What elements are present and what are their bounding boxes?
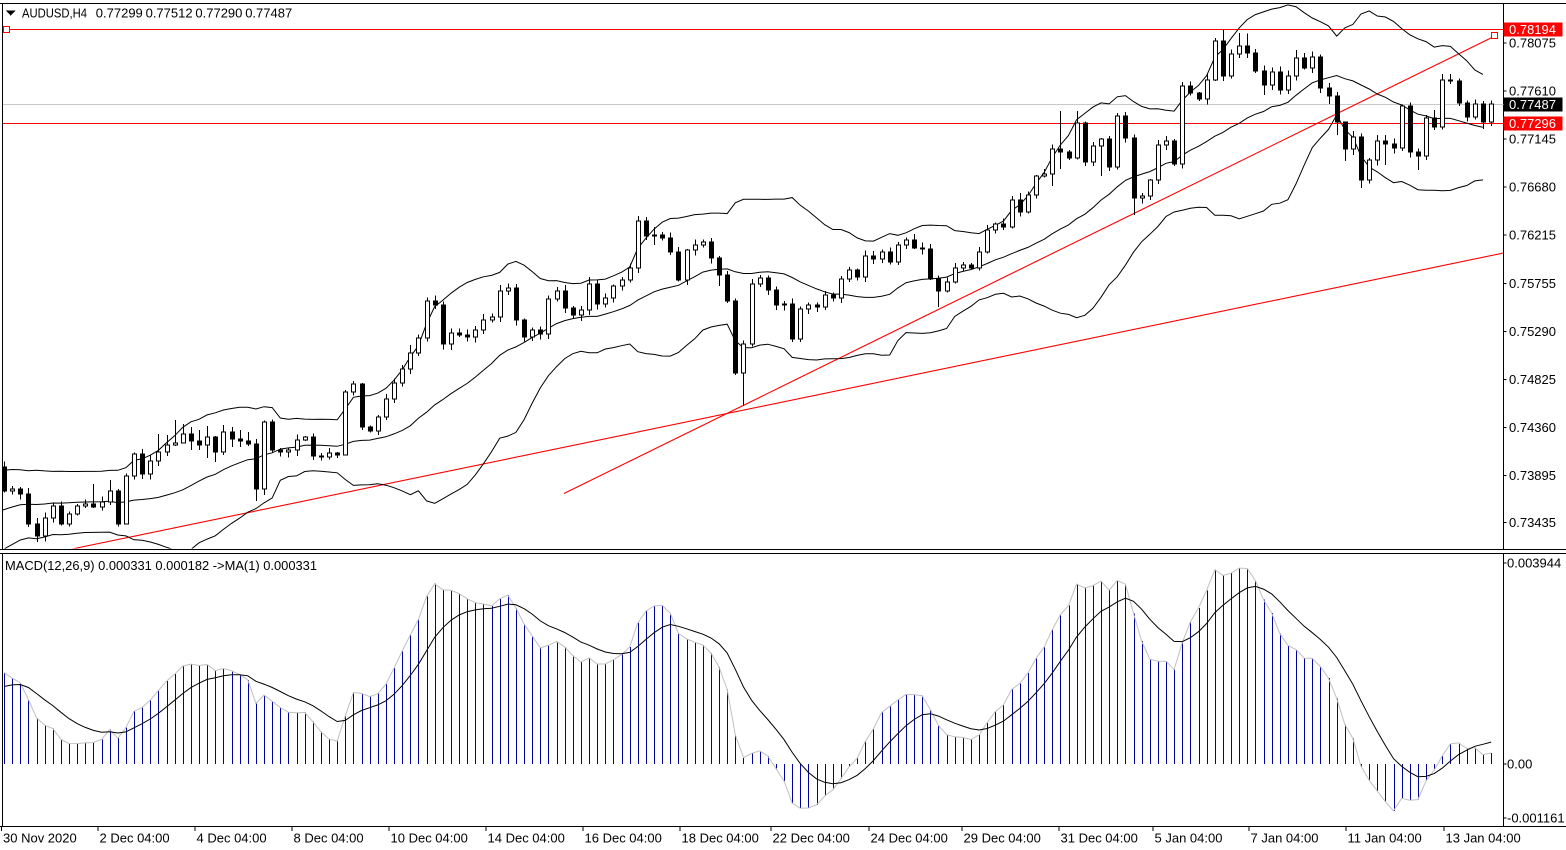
svg-text:10 Dec 04:00: 10 Dec 04:00 bbox=[391, 831, 468, 846]
svg-text:0.00: 0.00 bbox=[1507, 757, 1532, 772]
svg-text:4 Dec 04:00: 4 Dec 04:00 bbox=[197, 831, 267, 846]
svg-text:0.75290: 0.75290 bbox=[1509, 324, 1556, 339]
svg-text:22 Dec 04:00: 22 Dec 04:00 bbox=[773, 831, 850, 846]
svg-text:14 Dec 04:00: 14 Dec 04:00 bbox=[488, 831, 565, 846]
svg-text:0.77299: 0.77299 bbox=[96, 6, 143, 21]
svg-text:0.78194: 0.78194 bbox=[1509, 22, 1556, 37]
svg-text:31 Dec 04:00: 31 Dec 04:00 bbox=[1061, 831, 1138, 846]
svg-text:2 Dec 04:00: 2 Dec 04:00 bbox=[100, 831, 170, 846]
svg-text:0.73435: 0.73435 bbox=[1509, 515, 1556, 530]
svg-text:29 Dec 04:00: 29 Dec 04:00 bbox=[964, 831, 1041, 846]
svg-text:5 Jan 04:00: 5 Jan 04:00 bbox=[1155, 831, 1223, 846]
svg-text:0.77487: 0.77487 bbox=[1509, 97, 1556, 112]
svg-text:MACD(12,26,9) 0.000331 0.00018: MACD(12,26,9) 0.000331 0.000182 ->MA(1) … bbox=[5, 558, 317, 573]
svg-text:0.75755: 0.75755 bbox=[1509, 276, 1556, 291]
svg-text:13 Jan 04:00: 13 Jan 04:00 bbox=[1446, 831, 1521, 846]
svg-text:24 Dec 04:00: 24 Dec 04:00 bbox=[871, 831, 948, 846]
svg-text:0.74360: 0.74360 bbox=[1509, 420, 1556, 435]
svg-text:0.77296: 0.77296 bbox=[1509, 116, 1556, 131]
svg-text:0.76680: 0.76680 bbox=[1509, 180, 1556, 195]
svg-text:0.74825: 0.74825 bbox=[1509, 372, 1556, 387]
svg-text:0.77487: 0.77487 bbox=[245, 6, 292, 21]
svg-text:0.77610: 0.77610 bbox=[1509, 84, 1556, 99]
svg-text:0.73895: 0.73895 bbox=[1509, 468, 1556, 483]
svg-text:16 Dec 04:00: 16 Dec 04:00 bbox=[585, 831, 662, 846]
svg-text:0.76215: 0.76215 bbox=[1509, 228, 1556, 243]
svg-text:0.77145: 0.77145 bbox=[1509, 132, 1556, 147]
svg-text:0.78075: 0.78075 bbox=[1509, 36, 1556, 51]
svg-text:8 Dec 04:00: 8 Dec 04:00 bbox=[294, 831, 364, 846]
svg-text:18 Dec 04:00: 18 Dec 04:00 bbox=[682, 831, 759, 846]
svg-text:0.003944: 0.003944 bbox=[1507, 556, 1561, 571]
svg-text:0.77512: 0.77512 bbox=[146, 6, 193, 21]
svg-text:11 Jan 04:00: 11 Jan 04:00 bbox=[1348, 831, 1422, 846]
svg-text:30 Nov 2020: 30 Nov 2020 bbox=[3, 831, 77, 846]
svg-text:7 Jan 04:00: 7 Jan 04:00 bbox=[1251, 831, 1319, 846]
svg-text:AUDUSD,H4: AUDUSD,H4 bbox=[22, 6, 87, 21]
svg-text:0.77290: 0.77290 bbox=[195, 6, 242, 21]
svg-text:-0.001161: -0.001161 bbox=[1507, 811, 1565, 826]
